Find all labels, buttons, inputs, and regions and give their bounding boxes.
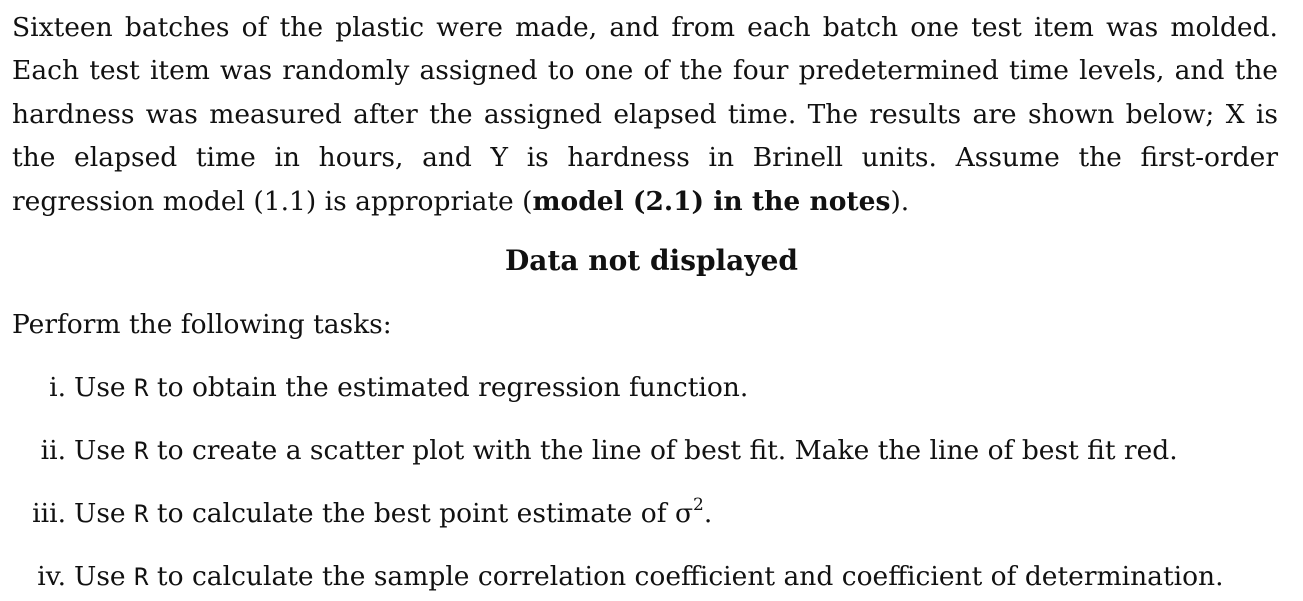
problem-description: Sixteen batches of the plastic were made… (12, 6, 1278, 223)
task-text: Use (74, 372, 135, 403)
task-item-3: iii. Use R to calculate the best point es… (16, 494, 712, 534)
task-text: Use (74, 435, 135, 466)
exponent: 2 (693, 495, 704, 516)
task-text-rest: to create a scatter plot with the line o… (148, 435, 1178, 466)
task-text-rest: to calculate the sample correlation coef… (148, 561, 1224, 592)
task-text-end: . (703, 498, 713, 529)
data-heading: Data not displayed (505, 244, 798, 277)
task-text-rest: to obtain the estimated regression funct… (148, 372, 749, 403)
task-number: iv. (37, 561, 66, 592)
task-number: ii. (40, 435, 66, 466)
task-item-4: iv. Use R to calculate the sample correla… (16, 557, 1224, 597)
task-text: Use (74, 561, 135, 592)
task-number: i. (49, 372, 66, 403)
tasks-intro: Perform the following tasks: (12, 309, 392, 340)
description-text: Sixteen batches of the plastic were made… (12, 12, 1278, 217)
notes-model-reference: model (2.1) in the notes (532, 185, 891, 217)
r-code: R (134, 374, 149, 402)
task-text: Use (74, 498, 135, 529)
task-text-rest: to calculate the best point estimate of … (148, 498, 694, 529)
r-code: R (134, 500, 149, 528)
task-number: iii. (32, 498, 66, 529)
task-item-2: ii. Use R to create a scatter plot with t… (16, 431, 1178, 471)
task-item-1: i. Use R to obtain the estimated regressi… (16, 368, 748, 408)
description-text-end: ). (890, 185, 910, 217)
r-code: R (134, 437, 149, 465)
r-code: R (134, 563, 149, 591)
